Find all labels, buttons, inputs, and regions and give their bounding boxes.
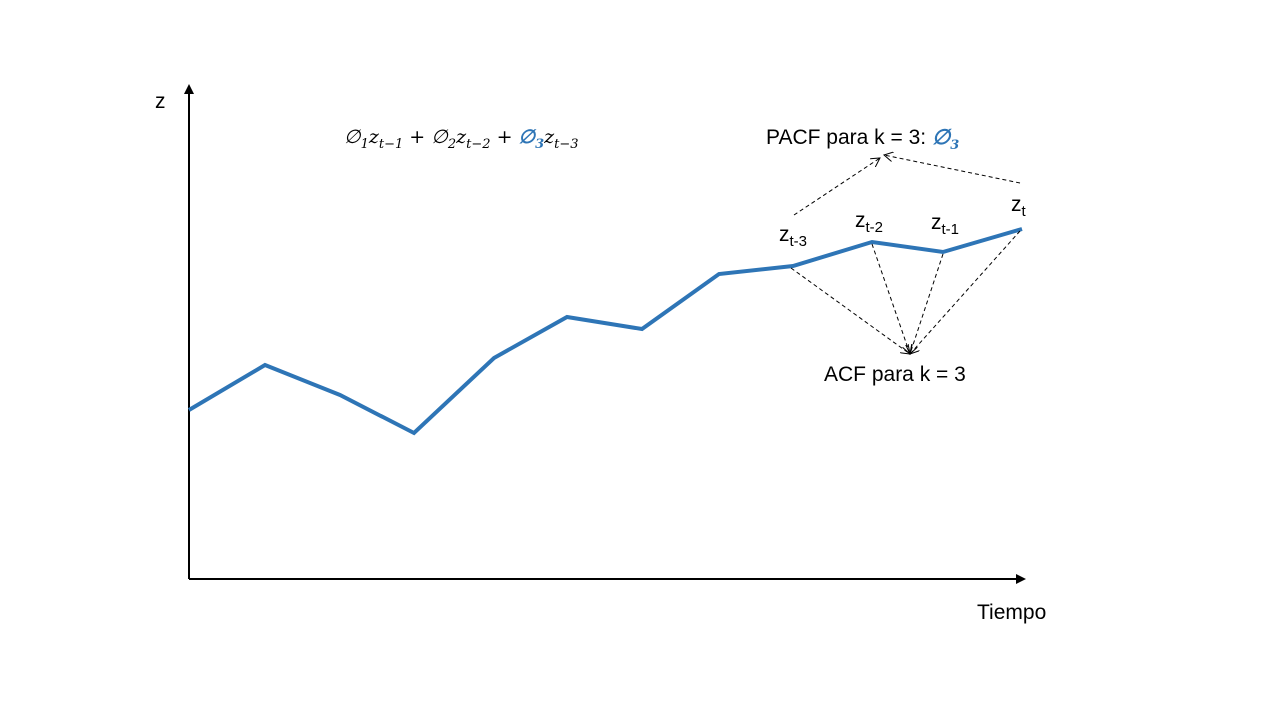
point-label-t-minus-1: zt-1 — [931, 211, 960, 239]
pacf-arrow-from-t — [884, 155, 1021, 184]
time-series-line — [187, 227, 1023, 436]
acf-annotation: ACF para k = 3 — [824, 363, 966, 386]
x-axis-label: Tiempo — [977, 601, 1047, 624]
phi-1: ∅ — [344, 126, 361, 148]
phi-2: ∅ — [431, 126, 448, 148]
point-label-t: zt — [1011, 193, 1026, 221]
acf-arrow-from-t1 — [910, 253, 944, 354]
acf-arrow-from-t3 — [790, 267, 910, 354]
pacf-annotation: PACF para k = 3: ∅3 — [766, 124, 960, 154]
point-label-t-minus-3: zt-3 — [779, 223, 808, 251]
pacf-phi-3: ∅3 — [931, 124, 960, 154]
pacf-arrow-from-t3 — [793, 158, 880, 216]
phi-3-highlighted: ∅3 — [518, 126, 545, 152]
y-axis-label: z — [155, 90, 166, 113]
acf-arrow-from-t2 — [871, 243, 910, 354]
ar-equation: ∅1zt−1 + ∅2zt−2 + ∅3zt−3 — [344, 126, 579, 152]
point-label-t-minus-2: zt-2 — [855, 209, 884, 237]
